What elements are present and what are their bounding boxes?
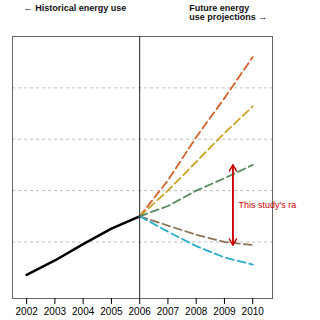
svg-text:2006: 2006 <box>129 306 152 317</box>
svg-text:This study's ra: This study's ra <box>239 200 297 210</box>
svg-text:Future energyuse projections →: Future energyuse projections → <box>189 3 267 22</box>
svg-text:2003: 2003 <box>44 306 67 317</box>
svg-text:2002: 2002 <box>16 306 39 317</box>
svg-text:2005: 2005 <box>100 306 123 317</box>
svg-text:2007: 2007 <box>157 306 180 317</box>
svg-text:← Historical energy use: ← Historical energy use <box>24 3 127 13</box>
svg-text:2010: 2010 <box>242 306 265 317</box>
svg-text:2009: 2009 <box>213 306 236 317</box>
svg-text:2008: 2008 <box>185 306 208 317</box>
svg-text:2004: 2004 <box>72 306 95 317</box>
